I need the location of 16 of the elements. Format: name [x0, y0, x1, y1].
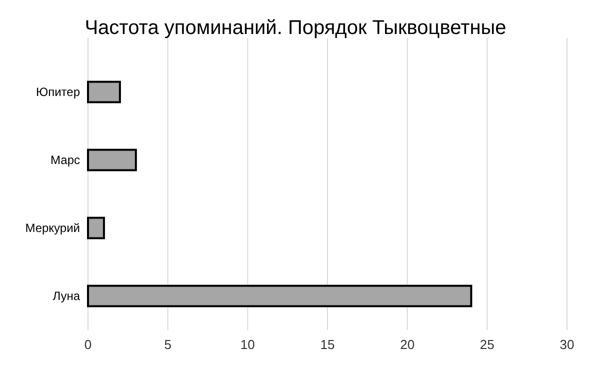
bar	[87, 80, 121, 104]
chart-title: Частота упоминаний. Порядок Тыквоцветные	[84, 17, 506, 39]
x-tick-label: 25	[480, 337, 494, 352]
x-tick-label: 0	[84, 337, 92, 352]
y-tick-label: Марс	[50, 152, 80, 167]
x-tick-label: 5	[164, 337, 172, 352]
bar	[87, 148, 137, 172]
x-tick-label: 20	[400, 337, 415, 352]
x-tick-label: 15	[320, 337, 335, 352]
x-tick-label: 10	[240, 337, 255, 352]
bar	[87, 284, 472, 308]
x-tick-label: 30	[560, 337, 574, 352]
y-tick-label: Луна	[52, 288, 80, 303]
bar	[87, 216, 105, 240]
y-tick-label: Юпитер	[36, 84, 80, 99]
y-tick-label: Меркурий	[25, 220, 80, 235]
